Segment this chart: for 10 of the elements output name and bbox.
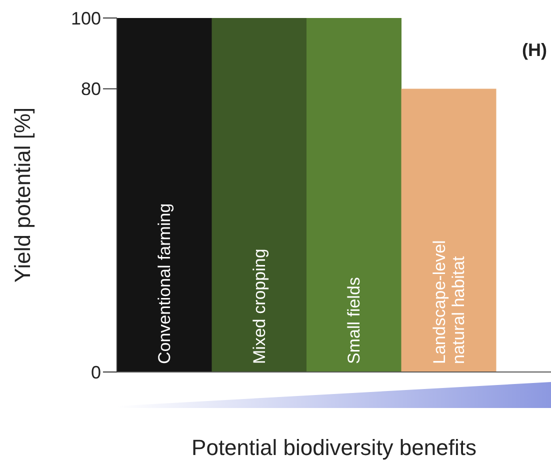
- x-tick-label: Small fields: [344, 277, 364, 364]
- y-tick-label: 100: [70, 8, 101, 28]
- y-tick-label: 80: [80, 79, 101, 100]
- y-axis-title: Yield potential [%]: [10, 107, 35, 283]
- x-axis-title: Potential biodiversity benefits: [192, 435, 476, 460]
- x-tick-label: Conventional farming: [155, 203, 174, 364]
- annotation: (H): [522, 40, 547, 61]
- x-tick-label: Landscape-level natural habitat: [430, 240, 468, 364]
- x-tick-label: Mixed cropping: [250, 248, 269, 364]
- y-tick-label: 0: [90, 362, 101, 382]
